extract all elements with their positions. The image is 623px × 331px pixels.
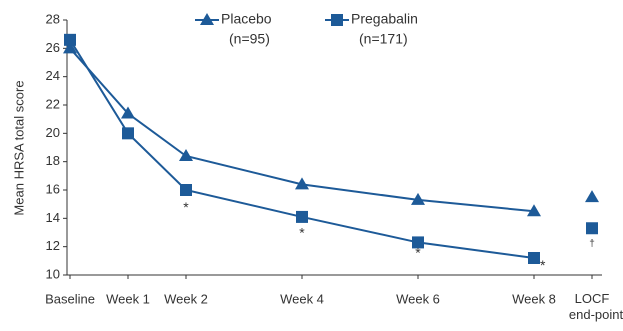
series-line bbox=[69, 47, 535, 213]
y-tick-label: 14 bbox=[46, 210, 60, 225]
y-axis-label: Mean HRSA total score bbox=[11, 80, 26, 215]
series-line bbox=[69, 39, 535, 259]
y-tick-label: 12 bbox=[46, 238, 60, 253]
endpoint-point bbox=[586, 222, 598, 235]
x-tick-label: Week 2 bbox=[164, 291, 208, 306]
data-point bbox=[122, 127, 134, 140]
y-tick-label: 18 bbox=[46, 153, 60, 168]
x-tick-label: Week 6 bbox=[396, 291, 440, 306]
data-point bbox=[296, 210, 308, 223]
data-point bbox=[412, 236, 424, 249]
data-point bbox=[411, 192, 425, 205]
annotation: * bbox=[299, 225, 305, 241]
data-point bbox=[179, 149, 193, 161]
data-point bbox=[64, 33, 76, 46]
x-tick-label: LOCF end-point bbox=[569, 291, 623, 322]
data-point bbox=[63, 41, 77, 54]
annotation: † bbox=[589, 238, 595, 249]
y-tick-label: 20 bbox=[46, 125, 60, 140]
y-tick-label: 28 bbox=[46, 11, 60, 26]
y-tick-label: 26 bbox=[46, 40, 60, 55]
data-point bbox=[121, 106, 135, 119]
data-point bbox=[527, 204, 541, 217]
legend-label: Placebo bbox=[221, 11, 272, 27]
annotation: * bbox=[540, 257, 546, 273]
legend-sample: (n=171) bbox=[359, 31, 408, 47]
annotation: * bbox=[415, 244, 421, 260]
x-tick-label: Week 1 bbox=[106, 291, 150, 306]
data-point bbox=[528, 252, 540, 264]
x-tick-label: Week 8 bbox=[512, 291, 556, 306]
legend-label: Pregabalin bbox=[351, 11, 418, 27]
y-tick-label: 16 bbox=[46, 181, 60, 196]
data-point bbox=[295, 177, 309, 190]
y-tick-label: 22 bbox=[46, 96, 60, 111]
legend-sample: (n=95) bbox=[229, 31, 270, 47]
x-tick-label: Baseline bbox=[45, 291, 95, 306]
annotation: * bbox=[183, 199, 189, 215]
endpoint-point bbox=[585, 190, 599, 203]
legend-marker bbox=[200, 13, 214, 25]
y-tick-label: 24 bbox=[46, 68, 60, 83]
legend-marker bbox=[331, 14, 343, 26]
y-tick-label: 10 bbox=[46, 266, 60, 281]
x-tick-label: Week 4 bbox=[280, 291, 324, 306]
data-point bbox=[180, 184, 192, 196]
